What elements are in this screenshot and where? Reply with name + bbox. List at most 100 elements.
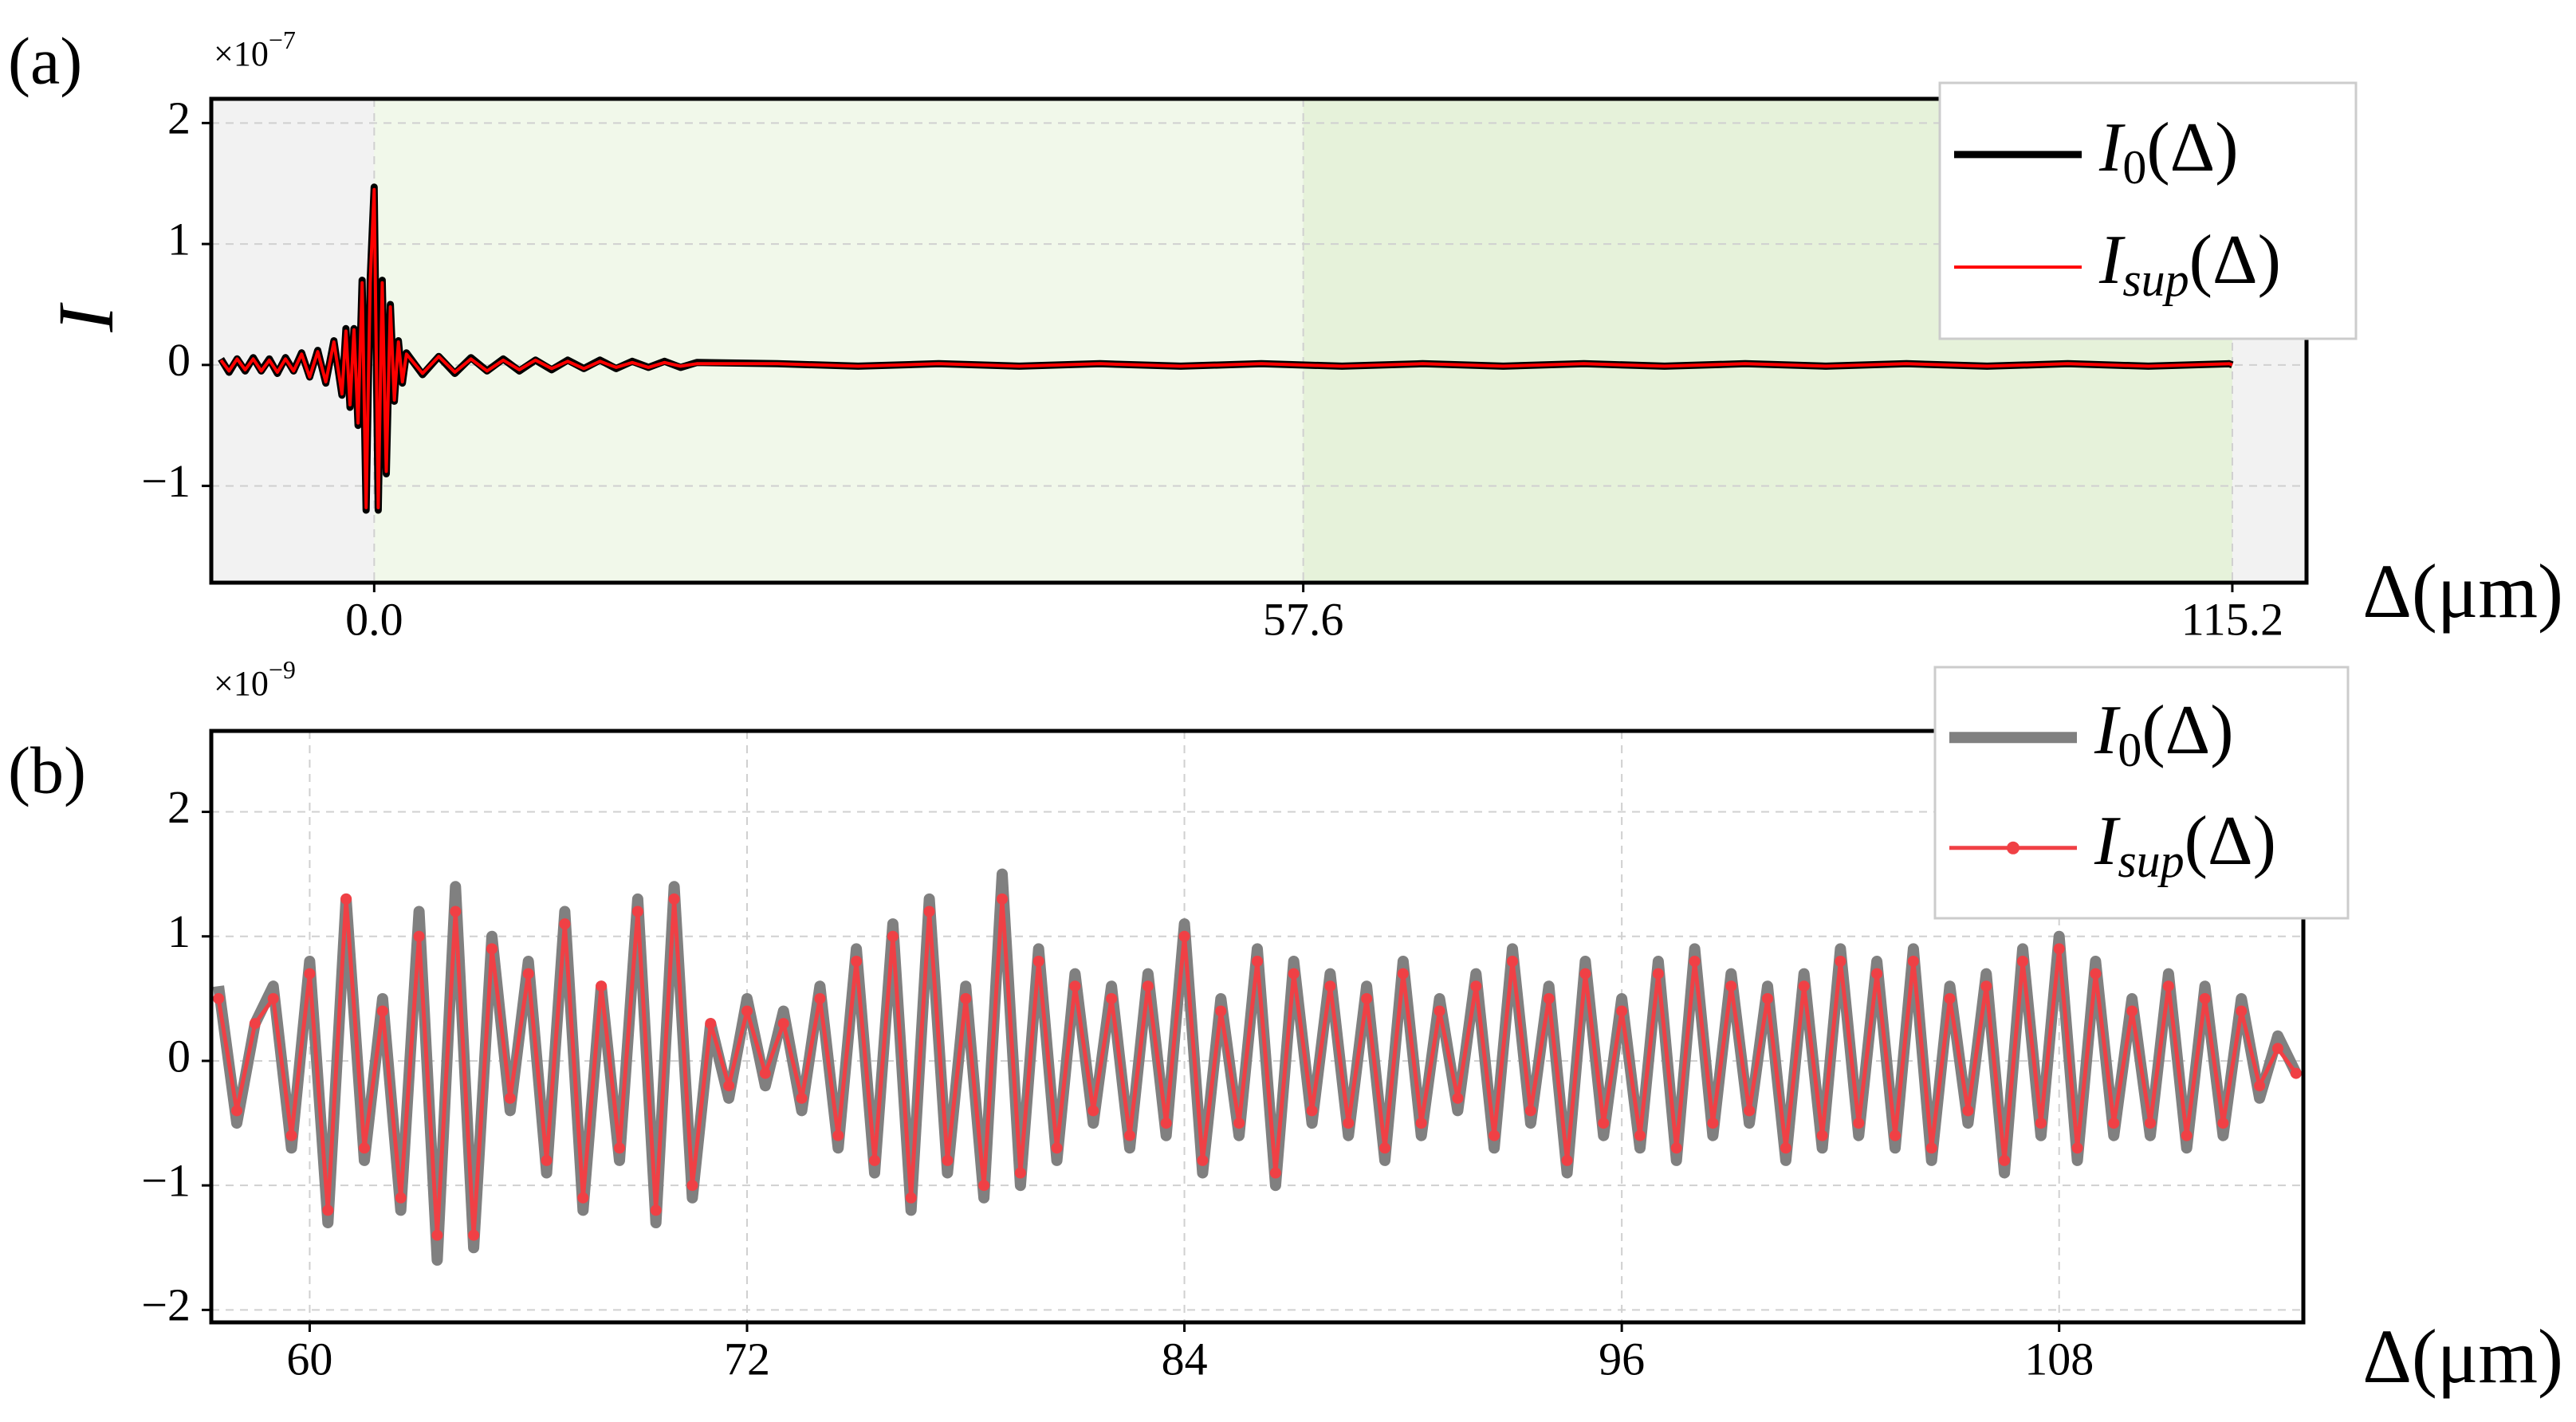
data-point — [522, 968, 534, 980]
legend-box — [1938, 81, 2358, 340]
data-point — [504, 1092, 516, 1104]
data-point — [431, 1229, 443, 1241]
x-axis-label: Δ(μm) — [2362, 548, 2563, 634]
data-point — [1744, 1105, 1756, 1117]
y-tick-label: −1 — [141, 455, 191, 507]
data-point — [1853, 1118, 1865, 1129]
x-tick-label: 57.6 — [1263, 593, 1344, 645]
data-point — [1561, 1154, 1573, 1166]
data-point — [285, 1129, 297, 1141]
axis-offset-base: ×10 — [214, 34, 269, 73]
data-point — [1470, 980, 1482, 992]
data-point — [1579, 968, 1591, 980]
data-point — [777, 1018, 789, 1030]
data-point — [1178, 930, 1190, 942]
data-point — [596, 980, 608, 992]
x-tick-label: 72 — [724, 1333, 770, 1385]
data-point — [486, 943, 498, 955]
data-point — [1452, 1092, 1464, 1104]
data-point — [1324, 980, 1336, 992]
data-point — [2217, 1118, 2229, 1129]
data-point — [1379, 1142, 1390, 1154]
legend-symbol: I — [2098, 109, 2126, 187]
data-point — [322, 1204, 334, 1216]
data-point — [2181, 1129, 2193, 1141]
y-axis-label: I — [41, 302, 130, 333]
data-point — [1197, 1154, 1209, 1166]
data-point — [231, 1105, 242, 1117]
axis-offset: ×10−7 — [214, 26, 296, 73]
data-point — [2272, 1043, 2283, 1055]
data-point — [1489, 1129, 1500, 1141]
data-point — [1780, 1142, 1791, 1154]
data-point — [450, 905, 462, 917]
legend-subscript: sup — [2118, 835, 2184, 887]
data-point — [559, 918, 571, 930]
data-point — [1962, 1105, 1974, 1117]
data-point — [1014, 1167, 1026, 1179]
data-point — [2108, 1118, 2120, 1129]
data-point — [359, 1142, 370, 1154]
data-point — [2145, 1118, 2156, 1129]
data-point — [1269, 1167, 1281, 1179]
data-point — [814, 992, 826, 1004]
data-point — [541, 1154, 553, 1166]
legend-subscript: 0 — [2122, 141, 2146, 194]
data-point — [2162, 980, 2174, 992]
data-point — [1543, 992, 1555, 1004]
data-point — [1160, 1118, 1172, 1129]
data-point — [2090, 968, 2102, 980]
data-point — [686, 1180, 698, 1192]
data-point — [1106, 992, 1118, 1004]
data-point — [213, 992, 225, 1004]
legend-symbol: I — [2094, 803, 2121, 880]
data-point — [905, 1192, 917, 1204]
data-point — [1288, 968, 1300, 980]
legend-subscript: 0 — [2118, 724, 2141, 776]
x-tick-label: 96 — [1599, 1333, 1645, 1385]
data-point — [759, 1067, 771, 1079]
legend-marker — [2007, 841, 2020, 854]
data-point — [1069, 980, 1081, 992]
data-point — [2071, 1142, 2083, 1154]
legend-argument: (Δ) — [2146, 109, 2238, 187]
data-point — [1524, 1105, 1536, 1117]
data-point — [997, 893, 1008, 905]
data-point — [1087, 1105, 1099, 1117]
legend-label: Isup(Δ) — [2098, 222, 2281, 306]
legend-label: I0(Δ) — [2094, 692, 2234, 776]
data-point — [1670, 1142, 1682, 1154]
data-point — [1616, 1005, 1628, 1017]
data-point — [1689, 955, 1701, 967]
data-point — [2290, 1067, 2302, 1079]
data-point — [942, 1154, 954, 1166]
data-point — [978, 1180, 990, 1192]
data-point — [2035, 1118, 2047, 1129]
data-point — [1343, 1118, 1355, 1129]
data-point — [705, 1018, 717, 1030]
data-point — [468, 1229, 480, 1241]
data-point — [869, 1154, 880, 1166]
data-point — [1306, 1105, 1318, 1117]
legend-box — [1933, 666, 2350, 920]
data-point — [1980, 980, 1992, 992]
data-point — [668, 893, 680, 905]
legend-label: I0(Δ) — [2098, 109, 2239, 194]
data-point — [1252, 955, 1263, 967]
y-tick-label: 0 — [167, 334, 191, 386]
data-point — [413, 930, 425, 942]
data-point — [1925, 1142, 1937, 1154]
shaded-span — [374, 99, 1304, 583]
legend-subscript: sup — [2122, 253, 2189, 306]
data-point — [741, 1005, 753, 1017]
y-tick-label: 0 — [167, 1030, 191, 1082]
x-tick-label: 108 — [2024, 1333, 2094, 1385]
data-point — [1725, 980, 1737, 992]
data-point — [631, 905, 643, 917]
data-point — [2126, 1005, 2138, 1017]
data-point — [1142, 980, 1154, 992]
data-point — [851, 955, 863, 967]
data-point — [614, 1142, 625, 1154]
data-point — [1871, 968, 1883, 980]
